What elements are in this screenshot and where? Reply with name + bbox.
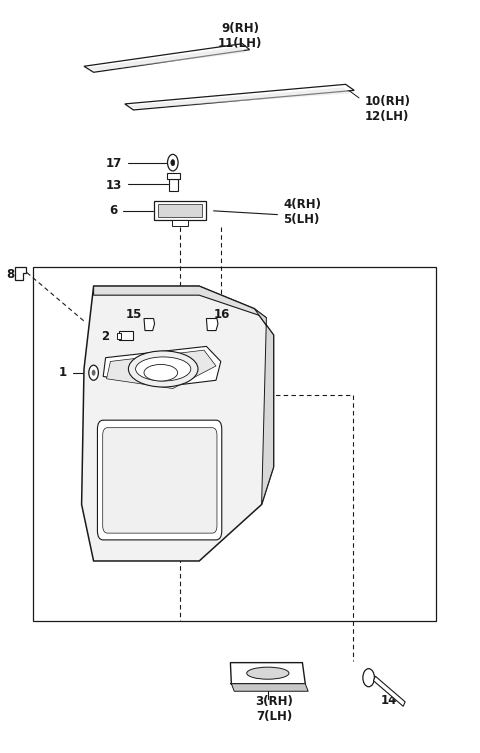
Polygon shape — [129, 87, 350, 108]
Circle shape — [168, 154, 178, 171]
FancyBboxPatch shape — [97, 420, 222, 540]
Circle shape — [363, 669, 374, 687]
Text: 9(RH)
11(LH): 9(RH) 11(LH) — [218, 22, 262, 50]
Polygon shape — [230, 663, 305, 684]
Ellipse shape — [129, 351, 198, 387]
Polygon shape — [230, 684, 308, 691]
Polygon shape — [15, 267, 26, 280]
Text: 13: 13 — [106, 179, 122, 193]
Polygon shape — [103, 346, 221, 386]
Text: 6: 6 — [109, 204, 118, 218]
Circle shape — [92, 370, 96, 376]
Polygon shape — [167, 173, 180, 179]
Polygon shape — [254, 309, 274, 505]
Text: 10(RH)
12(LH): 10(RH) 12(LH) — [365, 95, 411, 123]
Polygon shape — [119, 331, 133, 340]
Text: 2: 2 — [101, 330, 109, 343]
Polygon shape — [117, 333, 121, 339]
Text: 17: 17 — [106, 157, 122, 170]
Polygon shape — [144, 319, 155, 331]
Text: 16: 16 — [214, 308, 230, 322]
Circle shape — [171, 160, 175, 166]
Polygon shape — [154, 201, 206, 220]
Circle shape — [89, 365, 98, 380]
FancyBboxPatch shape — [103, 428, 217, 533]
Polygon shape — [107, 350, 216, 389]
Text: 8: 8 — [6, 268, 14, 282]
Polygon shape — [169, 179, 178, 191]
Text: 15: 15 — [125, 308, 142, 322]
Polygon shape — [158, 204, 202, 217]
Polygon shape — [125, 84, 354, 110]
Ellipse shape — [144, 364, 178, 381]
Polygon shape — [172, 220, 188, 226]
Polygon shape — [84, 44, 250, 72]
Polygon shape — [87, 47, 246, 71]
Polygon shape — [94, 286, 266, 318]
Ellipse shape — [247, 667, 289, 679]
Polygon shape — [373, 676, 405, 706]
Polygon shape — [82, 286, 274, 561]
Bar — [33, 267, 436, 621]
Text: 3(RH)
7(LH): 3(RH) 7(LH) — [256, 695, 293, 724]
Text: 1: 1 — [59, 366, 67, 380]
Ellipse shape — [136, 357, 191, 381]
Text: 14: 14 — [381, 694, 397, 707]
Polygon shape — [206, 319, 218, 331]
Text: 4(RH)
5(LH): 4(RH) 5(LH) — [283, 198, 321, 227]
